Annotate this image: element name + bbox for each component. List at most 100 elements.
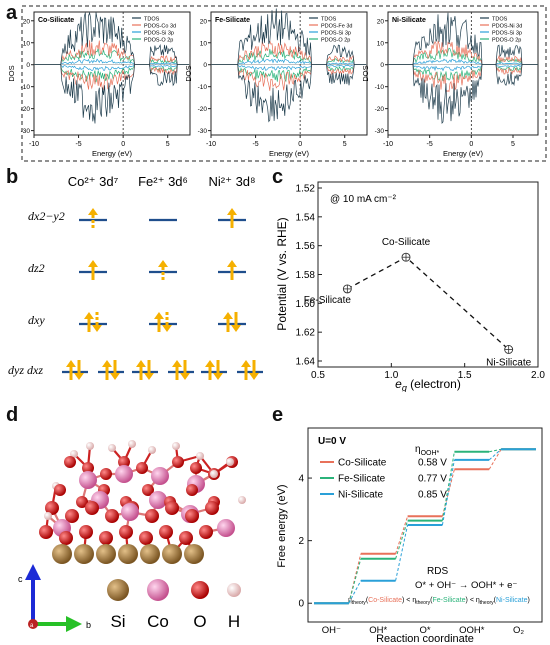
arrow-head <box>213 373 223 380</box>
legend-entry: TDOS <box>492 17 508 23</box>
series-3: Ni-Silicate 0.85 V <box>314 448 536 605</box>
orbital-level <box>132 360 158 380</box>
transition-line <box>348 553 362 604</box>
x-tick-label: -5 <box>252 141 258 148</box>
x-tick-label: -10 <box>29 141 39 148</box>
legend-entry: Fe-Silicate <box>338 474 386 485</box>
tdos-curve <box>34 64 190 124</box>
arrow-head <box>172 360 182 367</box>
y-tick-label: 1.58 <box>296 270 316 281</box>
dos-title: Ni-Silicate <box>392 17 426 24</box>
arrow-head <box>88 260 98 267</box>
rds-equation: O* + OH⁻ → OOH* + e⁻ <box>415 580 517 591</box>
arrow-head <box>231 325 241 332</box>
orbital-level <box>237 360 263 380</box>
arrow-head <box>88 208 98 215</box>
legend-atom-label: Co <box>147 612 169 631</box>
h-atom <box>70 450 78 458</box>
co-atom <box>217 519 235 537</box>
y-tick-label: 1.54 <box>296 212 316 223</box>
o-atom <box>119 525 133 539</box>
legend-entry: PDOS-Co 3d <box>144 24 176 30</box>
y-tick-label: 20 <box>23 18 31 25</box>
x-axis-label: Energy (eV) <box>92 149 133 158</box>
x-tick-label: 0 <box>298 141 302 148</box>
x-axis-label: eg (electron) <box>395 377 461 392</box>
arrow-head <box>74 373 84 380</box>
transition-line <box>395 524 409 581</box>
x-tick-label: -10 <box>383 141 393 148</box>
legend-atom-swatch <box>147 579 169 601</box>
orbital-level <box>62 360 88 380</box>
y-tick-label: 1.56 <box>296 241 316 252</box>
x-category-label: O₂ <box>513 625 524 636</box>
o-atom <box>79 525 93 539</box>
co-atom <box>79 471 97 489</box>
legend-atom-swatch <box>191 581 209 599</box>
y-tick-label: 0 <box>26 62 30 69</box>
transition-line <box>488 448 502 461</box>
x-axis-label: Energy (eV) <box>269 149 310 158</box>
y-axis-label: DOS <box>7 65 16 81</box>
h-atom <box>172 442 180 450</box>
orbital-label-dyz-dxz: dyz dxz <box>8 363 43 377</box>
legend-atom-label: Si <box>110 612 125 631</box>
o-atom <box>82 462 94 474</box>
u-annotation: U=0 V <box>318 436 346 447</box>
orbital-level <box>149 260 177 280</box>
arrow-head <box>249 373 259 380</box>
x-category-label: OOH* <box>459 625 485 636</box>
x-tick-label: 1.5 <box>458 370 472 381</box>
arrow-head <box>180 373 190 380</box>
legend-entry: PDOS-Si 3p <box>144 31 174 37</box>
arrow-head <box>205 360 215 367</box>
si-atom <box>74 544 94 564</box>
arrow-head <box>84 312 94 319</box>
dos-title: Fe-Silicate <box>215 17 250 24</box>
panel-label-a: a <box>6 2 18 24</box>
legend-entry: PDOS-Fe 3d <box>321 24 352 30</box>
x-tick-label: 2.0 <box>531 370 545 381</box>
axis-a: a <box>30 623 34 629</box>
h-atom <box>210 470 218 478</box>
legend-entry: TDOS <box>144 17 160 23</box>
legend-atom-swatch <box>227 583 241 597</box>
y-axis-label: Free energy (eV) <box>276 484 288 567</box>
transition-line <box>441 469 455 517</box>
x-tick-label: 0 <box>469 141 473 148</box>
o-atom <box>99 531 113 545</box>
arrow-head <box>158 260 168 267</box>
co-atom <box>115 465 133 483</box>
o-atom <box>145 509 159 523</box>
transition-line <box>395 520 409 559</box>
arrow-head <box>227 208 237 215</box>
arrow-head <box>110 373 120 380</box>
legend-entry: Co-Silicate <box>338 458 387 469</box>
panel-c-chart: @ 10 mA cm⁻² Potential (V vs. RHE) eg (e… <box>275 181 545 392</box>
x-tick-label: -5 <box>427 141 433 148</box>
o-atom <box>39 525 53 539</box>
panel-label-e: e <box>272 404 284 426</box>
h-atom <box>238 496 246 504</box>
rds-title: RDS <box>427 566 448 577</box>
x-category-label: OH⁻ <box>322 625 341 636</box>
orbital-level <box>98 360 124 380</box>
axis-c: c <box>18 574 23 584</box>
si-atom <box>140 544 160 564</box>
x-tick-label: 5 <box>511 141 515 148</box>
x-tick-label: 5 <box>166 141 170 148</box>
o-atom <box>64 456 76 468</box>
eta-value: 0.77 V <box>418 474 447 485</box>
y-tick-label: 20 <box>200 18 208 25</box>
si-atom <box>52 544 72 564</box>
h-atom <box>86 442 94 450</box>
o-atom <box>185 509 199 523</box>
plot-frame <box>307 427 543 623</box>
arrow-head <box>154 312 164 319</box>
o-atom <box>85 501 99 515</box>
y-axis-label: DOS <box>184 65 193 81</box>
arrow-head <box>162 325 172 332</box>
orbital-level <box>168 360 194 380</box>
transition-line <box>488 449 502 470</box>
